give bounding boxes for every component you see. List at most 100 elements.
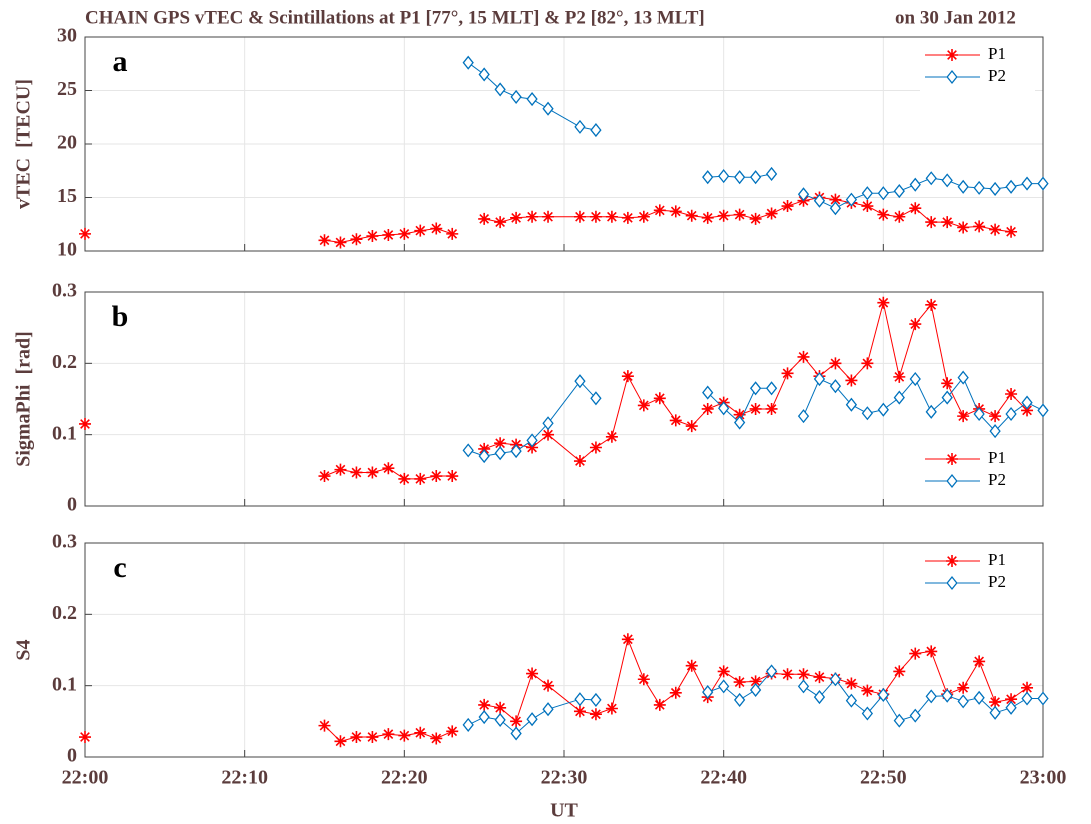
diamond-marker bbox=[925, 404, 937, 419]
asterisk-marker bbox=[669, 414, 682, 427]
asterisk-marker bbox=[621, 370, 634, 383]
asterisk-marker bbox=[494, 216, 507, 229]
asterisk-marker bbox=[382, 462, 395, 475]
asterisk-marker bbox=[542, 428, 555, 441]
diamond-marker bbox=[1037, 176, 1049, 191]
asterisk-marker bbox=[749, 675, 762, 688]
asterisk-marker bbox=[909, 647, 922, 660]
asterisk-marker bbox=[877, 208, 890, 221]
y-tick-label: 0.1 bbox=[52, 673, 77, 695]
diamond-marker bbox=[526, 712, 538, 727]
diamond-marker bbox=[1037, 691, 1049, 706]
asterisk-marker bbox=[733, 408, 746, 421]
diamond-marker bbox=[813, 371, 826, 387]
asterisk-marker bbox=[621, 211, 634, 224]
legend-box bbox=[920, 43, 1035, 95]
y-tick-label: 30 bbox=[57, 25, 77, 47]
diamond-marker bbox=[749, 682, 762, 697]
asterisk-marker bbox=[446, 725, 459, 738]
y-tick-label: 0.3 bbox=[52, 280, 77, 302]
diamond-marker bbox=[590, 123, 602, 138]
diamond-marker bbox=[590, 391, 602, 406]
diamond-marker bbox=[989, 181, 1001, 196]
diamond-marker bbox=[462, 443, 474, 458]
diamond-marker bbox=[590, 692, 602, 707]
asterisk-marker bbox=[797, 668, 810, 681]
diamond-marker bbox=[1005, 406, 1017, 422]
asterisk-marker bbox=[350, 466, 363, 479]
asterisk-marker bbox=[637, 399, 650, 412]
asterisk-marker bbox=[366, 230, 379, 243]
diamond-marker bbox=[574, 692, 586, 707]
diamond-marker bbox=[1021, 395, 1033, 410]
asterisk-marker bbox=[478, 442, 491, 455]
asterisk-marker bbox=[893, 665, 906, 678]
asterisk-marker bbox=[877, 296, 890, 309]
asterisk-marker bbox=[366, 731, 379, 744]
diamond-marker bbox=[494, 446, 506, 461]
asterisk-marker bbox=[957, 221, 970, 234]
asterisk-marker bbox=[526, 667, 539, 680]
diamond-marker bbox=[510, 726, 522, 741]
y-tick-label: 0 bbox=[67, 745, 77, 767]
diamond-marker bbox=[494, 82, 506, 97]
diamond-marker bbox=[829, 201, 842, 216]
diamond-marker bbox=[813, 193, 826, 208]
asterisk-marker bbox=[382, 728, 395, 741]
asterisk-marker bbox=[414, 726, 427, 739]
asterisk-marker bbox=[510, 715, 523, 728]
diamond-marker bbox=[845, 693, 858, 708]
diamond-marker bbox=[813, 690, 826, 705]
y-axis-label: vTEC [TECU] bbox=[13, 79, 35, 209]
diamond-marker bbox=[829, 379, 842, 394]
diamond-marker bbox=[925, 171, 937, 186]
asterisk-marker bbox=[446, 470, 459, 483]
diamond-marker bbox=[542, 416, 554, 431]
diamond-marker bbox=[909, 708, 921, 723]
diamond-marker bbox=[941, 173, 953, 188]
diamond-marker bbox=[893, 713, 905, 728]
asterisk-marker bbox=[653, 204, 666, 217]
diamond-marker bbox=[861, 186, 873, 201]
asterisk-marker bbox=[1021, 681, 1034, 694]
asterisk-marker bbox=[542, 679, 555, 692]
diamond-marker bbox=[946, 69, 958, 85]
diamond-marker bbox=[765, 381, 778, 396]
diamond-marker bbox=[877, 186, 889, 201]
asterisk-marker bbox=[829, 357, 842, 370]
asterisk-marker bbox=[973, 220, 986, 233]
asterisk-marker bbox=[861, 357, 874, 370]
diamond-marker bbox=[510, 89, 522, 104]
asterisk-marker bbox=[414, 224, 427, 237]
asterisk-marker bbox=[733, 208, 746, 221]
asterisk-marker bbox=[334, 236, 347, 249]
diamond-marker bbox=[749, 381, 762, 396]
x-tick-label: 22:50 bbox=[860, 767, 907, 789]
asterisk-marker bbox=[79, 731, 91, 744]
asterisk-marker bbox=[637, 673, 650, 686]
y-tick-label: 0.2 bbox=[52, 602, 77, 624]
asterisk-marker bbox=[781, 367, 794, 380]
diamond-marker bbox=[718, 169, 730, 184]
asterisk-marker bbox=[946, 49, 958, 61]
asterisk-marker bbox=[318, 234, 331, 247]
diamond-marker bbox=[925, 689, 937, 704]
asterisk-marker bbox=[573, 455, 586, 468]
asterisk-marker bbox=[861, 684, 874, 697]
asterisk-marker bbox=[653, 392, 666, 405]
asterisk-marker bbox=[334, 735, 347, 748]
asterisk-marker bbox=[941, 216, 954, 229]
asterisk-marker bbox=[1005, 225, 1018, 238]
axes-box bbox=[84, 542, 1044, 758]
asterisk-marker bbox=[366, 466, 379, 479]
x-axis-label: UT bbox=[550, 800, 578, 822]
diamond-marker bbox=[749, 170, 762, 185]
diamond-marker bbox=[973, 406, 985, 422]
asterisk-marker bbox=[701, 211, 714, 224]
asterisk-marker bbox=[989, 696, 1002, 709]
diamond-marker bbox=[574, 374, 586, 389]
diamond-marker bbox=[845, 192, 858, 207]
diamond-marker bbox=[797, 679, 810, 694]
asterisk-marker bbox=[334, 463, 347, 476]
asterisk-marker bbox=[946, 453, 958, 465]
